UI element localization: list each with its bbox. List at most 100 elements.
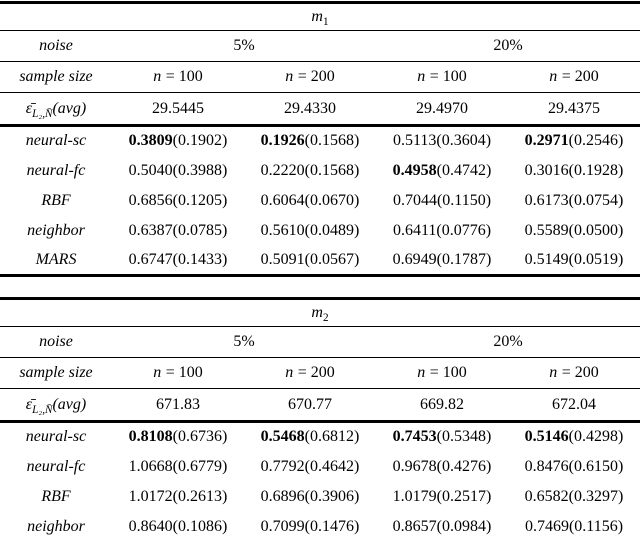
result-std: (0.0754) xyxy=(568,191,624,209)
n-value: = 100 xyxy=(165,68,203,85)
result-std: (0.0500) xyxy=(568,221,624,239)
method-label: RBF xyxy=(41,191,71,209)
result-cell: 0.7453(0.5348) xyxy=(376,422,508,452)
method-row-rbf: RBF 1.0172(0.2613) 0.6896(0.3906) 1.0179… xyxy=(0,482,640,512)
avg-error-value: 672.04 xyxy=(508,388,640,423)
title-subscript: 1 xyxy=(322,16,329,29)
avg-error-value: 669.82 xyxy=(376,388,508,423)
result-mean: 0.7044 xyxy=(392,191,437,209)
result-cell: 0.5468(0.6812) xyxy=(244,422,376,452)
result-std: (0.0489) xyxy=(304,221,360,239)
method-row-neural-sc: neural-sc 0.8108(0.6736) 0.5468(0.6812) … xyxy=(0,422,640,452)
method-label: MARS xyxy=(35,250,77,268)
method-row-neural-fc: neural-fc 1.0668(0.6779) 0.7792(0.4642) … xyxy=(0,452,640,482)
n-value: = 200 xyxy=(297,68,335,85)
n-var: n xyxy=(549,364,558,381)
result-std: (0.0984) xyxy=(436,517,492,535)
avg-error-value: 29.4970 xyxy=(376,92,508,127)
table-title: m1 xyxy=(0,2,640,31)
results-table-m2: m2 noise 5% 20% sample size n = 100 n = 20… xyxy=(0,297,640,535)
result-std: (0.6736) xyxy=(172,428,228,446)
result-cell: 0.2971(0.2546) xyxy=(508,126,640,156)
method-row-neural-sc: neural-sc 0.3809(0.1902) 0.1926(0.1568) … xyxy=(0,126,640,156)
result-std: (0.3297) xyxy=(568,487,624,505)
result-cell: 0.6387(0.0785) xyxy=(112,216,244,246)
result-std: (0.6150) xyxy=(568,457,624,475)
sample-size-label: sample size xyxy=(0,61,112,93)
result-cell: 0.5040(0.3988) xyxy=(112,156,244,186)
result-mean: 0.7453 xyxy=(392,428,437,446)
result-std: (0.1433) xyxy=(172,250,228,268)
result-std: (0.2517) xyxy=(436,487,492,505)
result-std: (0.4276) xyxy=(436,457,492,475)
result-std: (0.4642) xyxy=(304,457,360,475)
noise-value: 20% xyxy=(376,326,640,358)
n-var: n xyxy=(153,364,162,381)
result-cell: 0.9678(0.4276) xyxy=(376,452,508,482)
method-label: neighbor xyxy=(27,221,85,239)
avg-error-row: ε̄L₂,N̄(avg) 671.83 670.77 669.82 672.04 xyxy=(0,388,640,423)
result-std: (0.1568) xyxy=(304,132,360,150)
avg-error-value: 671.83 xyxy=(112,388,244,423)
result-mean: 0.5040 xyxy=(128,161,173,179)
noise-label: noise xyxy=(0,326,112,358)
n-var: n xyxy=(285,68,294,85)
n-value: = 200 xyxy=(297,364,335,381)
result-mean: 0.6856 xyxy=(128,191,173,209)
result-cell: 1.0179(0.2517) xyxy=(376,482,508,512)
result-cell: 0.6747(0.1433) xyxy=(112,246,244,276)
result-cell: 1.0172(0.2613) xyxy=(112,482,244,512)
avg-error-value: 29.4375 xyxy=(508,92,640,127)
n-var: n xyxy=(549,68,558,85)
epsilon-subscript: L₂,N̄ xyxy=(32,107,53,120)
method-label: neural-fc xyxy=(26,457,86,475)
result-mean: 0.4958 xyxy=(392,161,437,179)
method-row-mars: MARS 0.6747(0.1433) 0.5091(0.0567) 0.694… xyxy=(0,246,640,276)
result-std: (0.1568) xyxy=(304,161,360,179)
n-value: = 100 xyxy=(429,68,467,85)
avg-error-value: 29.4330 xyxy=(244,92,376,127)
avg-error-row: ε̄L₂,N̄(avg) 29.5445 29.4330 29.4970 29.… xyxy=(0,92,640,127)
method-label: neighbor xyxy=(27,517,85,535)
result-std: (0.0670) xyxy=(304,191,360,209)
result-mean: 0.5149 xyxy=(524,250,569,268)
noise-value: 20% xyxy=(376,30,640,62)
noise-row: noise 5% 20% xyxy=(0,326,640,358)
result-std: (0.0776) xyxy=(436,221,492,239)
sample-size-value: n = 100 xyxy=(112,357,244,389)
result-std: (0.1086) xyxy=(172,517,228,535)
method-label: RBF xyxy=(41,487,71,505)
result-mean: 1.0172 xyxy=(128,487,173,505)
result-cell: 0.6896(0.3906) xyxy=(244,482,376,512)
result-cell: 1.0668(0.6779) xyxy=(112,452,244,482)
sample-size-value: n = 100 xyxy=(112,61,244,93)
avg-error-label: ε̄L₂,N̄(avg) xyxy=(0,388,112,423)
avg-paren: (avg) xyxy=(52,99,87,117)
method-label: neural-fc xyxy=(26,161,86,179)
n-value: = 200 xyxy=(561,364,599,381)
result-std: (0.3604) xyxy=(436,132,492,150)
result-cell: 0.5610(0.0489) xyxy=(244,216,376,246)
method-row-neural-fc: neural-fc 0.5040(0.3988) 0.2220(0.1568) … xyxy=(0,156,640,186)
avg-error-value: 29.5445 xyxy=(112,92,244,127)
result-std: (0.4742) xyxy=(436,161,492,179)
result-mean: 0.5468 xyxy=(260,428,305,446)
result-mean: 0.7469 xyxy=(524,517,569,535)
title-row: m1 xyxy=(0,2,640,31)
n-var: n xyxy=(417,68,426,85)
title-var: m xyxy=(311,304,323,321)
sample-size-value: n = 200 xyxy=(244,357,376,389)
result-cell: 0.6411(0.0776) xyxy=(376,216,508,246)
result-cell: 0.5146(0.4298) xyxy=(508,422,640,452)
method-row-neighbor: neighbor 0.6387(0.0785) 0.5610(0.0489) 0… xyxy=(0,216,640,246)
sample-size-row: sample size n = 100 n = 200 n = 100 n = 200 xyxy=(0,61,640,93)
method-row-neighbor: neighbor 0.8640(0.1086) 0.7099(0.1476) 0… xyxy=(0,512,640,535)
result-cell: 0.4958(0.4742) xyxy=(376,156,508,186)
result-std: (0.5348) xyxy=(436,428,492,446)
title-row: m2 xyxy=(0,298,640,327)
result-std: (0.1156) xyxy=(568,517,624,535)
result-mean: 0.3016 xyxy=(524,161,569,179)
epsilon-bar-symbol: ε̄ xyxy=(25,395,33,413)
n-value: = 100 xyxy=(165,364,203,381)
result-std: (0.1787) xyxy=(436,250,492,268)
